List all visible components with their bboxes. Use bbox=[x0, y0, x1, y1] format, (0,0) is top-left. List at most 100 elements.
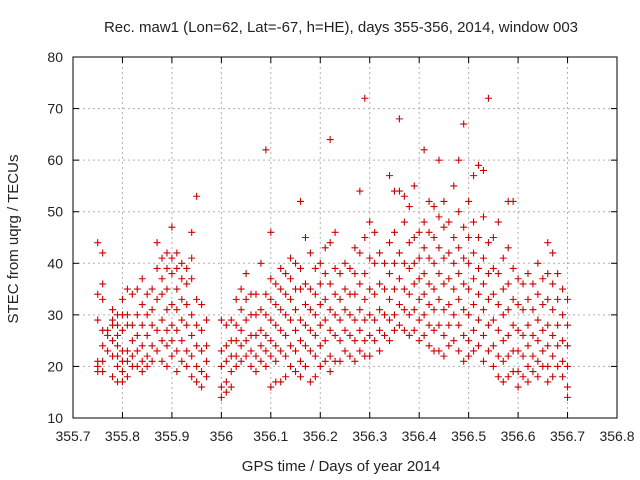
data-point bbox=[400, 285, 408, 293]
data-point bbox=[405, 239, 413, 247]
data-point bbox=[217, 362, 225, 370]
data-point bbox=[405, 311, 413, 319]
data-point bbox=[390, 311, 398, 319]
data-point bbox=[292, 326, 300, 334]
data-point bbox=[376, 249, 384, 257]
data-point bbox=[198, 347, 206, 355]
data-point bbox=[252, 290, 260, 298]
data-point bbox=[153, 239, 161, 247]
data-point bbox=[123, 373, 131, 381]
data-point bbox=[529, 331, 537, 339]
data-point bbox=[564, 321, 572, 329]
data-point bbox=[301, 342, 309, 350]
data-point bbox=[326, 306, 334, 314]
x-tick-label: 355.8 bbox=[105, 428, 140, 444]
data-point bbox=[484, 270, 492, 278]
data-point bbox=[420, 218, 428, 226]
data-point bbox=[123, 285, 131, 293]
data-point bbox=[227, 316, 235, 324]
data-point bbox=[133, 331, 141, 339]
data-point bbox=[470, 172, 478, 180]
data-point bbox=[564, 362, 572, 370]
data-point bbox=[509, 264, 517, 272]
data-point bbox=[519, 331, 527, 339]
data-point bbox=[504, 331, 512, 339]
data-point bbox=[376, 306, 384, 314]
data-point bbox=[153, 326, 161, 334]
data-point bbox=[193, 321, 201, 329]
data-point bbox=[435, 213, 443, 221]
data-point bbox=[232, 295, 240, 303]
data-point bbox=[128, 352, 136, 360]
data-point bbox=[494, 301, 502, 309]
data-point bbox=[415, 254, 423, 262]
data-point bbox=[479, 213, 487, 221]
data-point bbox=[153, 295, 161, 303]
data-point bbox=[242, 295, 250, 303]
data-point bbox=[316, 362, 324, 370]
data-point bbox=[99, 295, 107, 303]
data-point bbox=[361, 234, 369, 241]
data-point bbox=[430, 259, 438, 267]
data-point bbox=[242, 270, 250, 278]
data-point bbox=[484, 239, 492, 247]
y-tick-label: 20 bbox=[47, 358, 63, 374]
data-point bbox=[519, 306, 527, 314]
data-point bbox=[183, 301, 191, 309]
data-point bbox=[257, 342, 265, 350]
data-point bbox=[203, 357, 211, 365]
data-point bbox=[316, 342, 324, 350]
data-point bbox=[158, 316, 166, 324]
data-point bbox=[390, 285, 398, 293]
data-point bbox=[272, 357, 280, 365]
x-tick-label: 356 bbox=[210, 428, 234, 444]
data-point bbox=[178, 275, 186, 283]
data-point bbox=[193, 295, 201, 303]
data-point bbox=[148, 357, 156, 365]
data-point bbox=[381, 259, 389, 267]
data-point bbox=[529, 306, 537, 314]
data-point bbox=[163, 362, 171, 370]
data-point bbox=[465, 197, 473, 205]
data-point bbox=[381, 331, 389, 339]
data-point bbox=[109, 306, 117, 314]
data-point bbox=[257, 326, 265, 334]
data-point bbox=[410, 234, 418, 241]
data-point bbox=[143, 311, 151, 319]
data-point bbox=[118, 378, 126, 386]
data-point bbox=[296, 373, 304, 381]
data-point bbox=[326, 239, 334, 247]
data-point bbox=[118, 295, 126, 303]
data-point bbox=[94, 290, 102, 298]
data-point bbox=[301, 301, 309, 309]
data-point bbox=[475, 316, 483, 324]
data-point bbox=[272, 280, 280, 288]
data-point bbox=[544, 239, 552, 247]
data-point bbox=[504, 306, 512, 314]
data-point bbox=[415, 295, 423, 303]
data-point bbox=[178, 316, 186, 324]
data-point bbox=[198, 383, 206, 391]
data-point bbox=[257, 306, 265, 314]
data-point bbox=[143, 352, 151, 360]
data-point bbox=[316, 280, 324, 288]
data-point bbox=[168, 337, 176, 345]
data-point bbox=[361, 337, 369, 345]
data-point bbox=[237, 326, 245, 334]
data-point bbox=[163, 249, 171, 257]
data-point bbox=[361, 316, 369, 324]
data-point bbox=[158, 357, 166, 365]
data-point bbox=[460, 223, 468, 231]
data-point bbox=[440, 352, 448, 360]
data-point bbox=[519, 373, 527, 381]
data-point bbox=[460, 357, 468, 365]
data-point bbox=[296, 337, 304, 345]
data-point bbox=[168, 254, 176, 262]
data-point bbox=[529, 352, 537, 360]
x-tick-label: 356.5 bbox=[451, 428, 486, 444]
data-point bbox=[188, 331, 196, 339]
data-point bbox=[262, 347, 270, 355]
data-point bbox=[311, 264, 319, 272]
data-point bbox=[460, 254, 468, 262]
data-point bbox=[564, 393, 572, 401]
